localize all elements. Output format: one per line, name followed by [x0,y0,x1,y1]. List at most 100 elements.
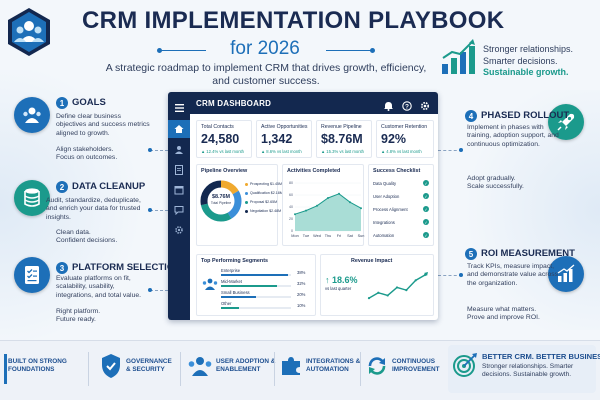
x-tick-label: Fri [337,234,342,238]
segment-label: Small Business [221,290,250,295]
gear-icon[interactable] [420,98,430,116]
y-tick-label: 60 [289,193,293,197]
checklist-item-label: Integrations [373,219,395,225]
segment-label: Mid-Market [221,279,242,284]
legend-swatch [245,182,248,186]
revenue-title: Revenue Impact [351,258,393,264]
x-tick-label: Sun [358,234,365,238]
kpi-label: Total Contacts [201,124,234,130]
success-checklist-panel[interactable]: Success Checklist Data Quality ✓ User Adop… [368,164,434,246]
step-title-data-cleanup: DATA CLEANUP [72,181,146,192]
chat-nav-icon[interactable] [173,204,185,216]
checklist-item-label: Process Alignment [373,206,408,212]
goals-people-icon [14,97,50,133]
pipeline-legend-label: Negotiation $2.48M [250,209,282,213]
step-desc-phased-rollout: Implement in phases with training, adopt… [467,124,559,148]
contacts-nav-icon[interactable] [173,144,185,156]
step-desc-data-cleanup: Audit, standardize, deduplicate, and enr… [46,197,141,221]
pipeline-legend-row: Qualification $2.18M [245,191,283,195]
segment-bar-fill [221,296,256,298]
check-icon: ✓ [423,193,429,199]
activities-point [305,209,307,212]
revenue-sub: vs last quarter [325,286,352,291]
checklist-item-label: Data Quality [373,180,397,186]
pipeline-legend-label: Prospecting $1.45M [250,182,282,186]
segment-value: 10% [297,303,306,308]
connector-roi-measurement [438,275,462,276]
slogan-line-1: Stronger relationships. [483,44,574,54]
step-foot-goals: Align stakeholders. Focus on outcomes. [56,146,118,162]
donut-slice-negotiation [200,180,242,222]
kpi-card-total-contacts[interactable]: Total Contacts 24,580 ▲ 12.4% vs last mo… [196,120,252,158]
segment-bar-fill [221,285,277,287]
step-desc-platform-selection: Evaluate platforms on fit, scalability, … [56,275,142,299]
settings-nav-icon[interactable] [173,224,185,236]
revenue-trend-point [405,289,408,292]
pipeline-overview-panel[interactable]: Pipeline Overview $8.76M Total Pipeline … [196,164,283,246]
cycle-icon [366,355,388,382]
kpi-card-revenue-pipeline[interactable]: Revenue Pipeline $8.76M ▲ 15.3% vs last … [316,120,372,158]
reports-nav-icon[interactable] [173,164,185,176]
subtitle-rule-right [326,50,372,51]
footer-divider [360,352,361,386]
checklist-item: User Adoption ✓ [373,193,429,199]
segments-people-icon [202,277,218,295]
svg-text:?: ? [405,103,409,110]
crm-dashboard: CRM DASHBOARD ? Total Contacts 24,580 ▲ … [168,92,438,320]
kpi-label: Customer Retention [381,124,428,130]
home-nav-icon[interactable] [168,120,190,138]
pipeline-legend-label: Proposal $2.65M [250,200,278,204]
revenue-trend-point [377,291,380,294]
step-number-1: 1 [56,97,68,109]
calendar-nav-icon[interactable] [173,184,185,196]
segment-value: 38% [297,270,306,275]
connector-platform-selection [150,290,168,291]
step-desc-goals: Define clear business objectives and suc… [56,113,150,137]
dashboard-title: CRM DASHBOARD [196,99,272,108]
segment-label: Other [221,301,232,306]
activities-panel[interactable]: Activities Completed 80 60 40 20 0 Mon Tue Wed T… [282,164,364,246]
pipeline-legend-row: Negotiation $2.48M [245,209,281,213]
revenue-trend-point [414,279,417,282]
revenue-impact-panel[interactable]: Revenue Impact ↑ 18.6% vs last quarter [320,254,434,316]
target-growth-icon [452,352,478,383]
kpi-delta: ▲ 15.3% vs last month [321,149,365,154]
step-number-2: 2 [56,181,68,193]
x-tick-label: Tue [303,234,309,238]
help-icon[interactable]: ? [402,98,412,116]
revenue-trend-chart [367,272,428,300]
kpi-value: $8.76M [321,132,363,146]
activities-title: Activities Completed [287,168,341,174]
connector-goals [150,150,168,151]
activities-point [316,204,318,207]
footer-label-governance: GOVERNANCE & SECURITY [126,358,172,373]
checklist-item: Process Alignment ✓ [373,206,429,212]
dashboard-sidebar [168,114,190,320]
segment-bar-fill [221,307,239,309]
kpi-card-active-opportunities[interactable]: Active Opportunities 1,342 ▲ 8.6% vs las… [256,120,312,158]
footer-divider [88,352,89,386]
shield-icon [100,353,122,384]
checklist-item: Integrations ✓ [373,219,429,225]
activities-area [295,193,361,231]
pipeline-legend-row: Proposal $2.65M [245,200,277,204]
segment-bar-track [221,307,291,309]
segments-panel[interactable]: Top Performing Segments Enterprise 38% Mid… [196,254,316,316]
connector-data-cleanup [150,210,168,211]
pipeline-center-label: Total Pipeline [210,201,232,205]
checklist-title: Success Checklist [373,168,421,174]
y-tick-label: 0 [291,229,293,233]
y-tick-label: 40 [289,205,293,209]
check-icon: ✓ [423,219,429,225]
segment-bar-track [221,296,291,298]
checklist-item-label: Automation [373,232,395,238]
users-icon [187,356,213,381]
bell-icon[interactable] [384,98,393,116]
footer-label-foundations: BUILT ON STRONG FOUNDATIONS [8,358,67,373]
hamburger-menu-icon[interactable] [175,99,184,112]
step-title-roi-measurement: ROI MEASUREMENT [481,248,575,259]
tagline: A strategic roadmap to implement CRM tha… [105,62,427,87]
header-right-slogan: Stronger relationships. Smarter decision… [483,44,573,79]
kpi-card-customer-retention[interactable]: Customer Retention 92% ▲ 4.8% vs last mo… [376,120,434,158]
